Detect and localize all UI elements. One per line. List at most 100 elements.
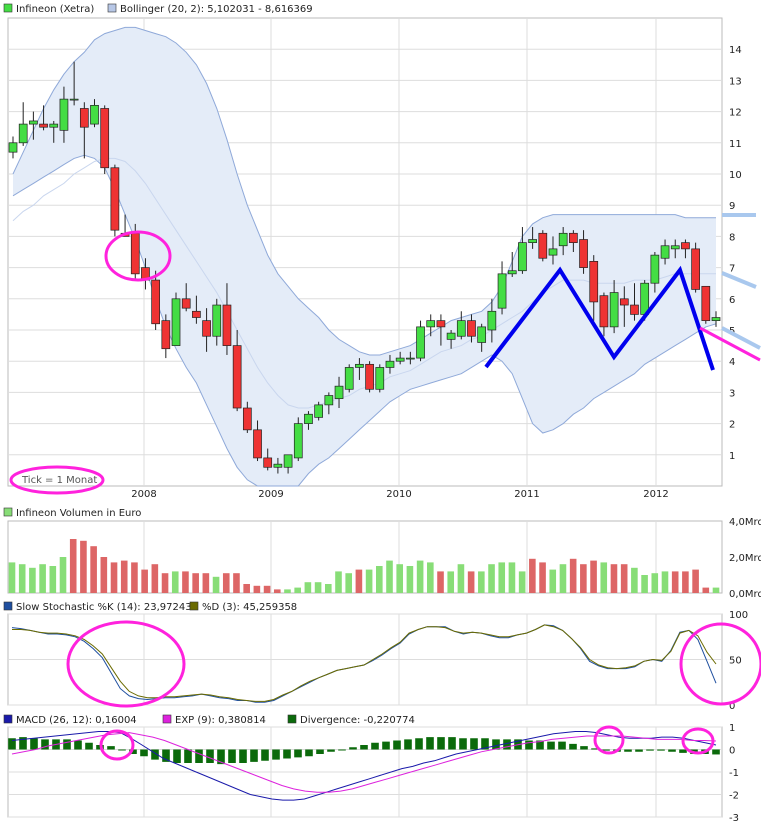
volume-legend: Infineon Volumen in Euro — [3, 507, 141, 519]
annotation-tick-note-oval — [9, 465, 105, 495]
volume-bar — [69, 539, 77, 593]
divergence-bar — [239, 749, 247, 763]
candle-body — [558, 232, 568, 247]
annotation-circle-macd-2012 — [681, 727, 715, 755]
volume-bar — [141, 569, 148, 593]
divergence-bar — [470, 738, 478, 750]
price-xtick-label: 2008 — [131, 489, 156, 500]
exp-line — [11, 732, 717, 793]
volume-bar — [294, 587, 301, 593]
candle-body — [59, 98, 69, 131]
candle-body — [293, 423, 303, 459]
volume-bar — [18, 564, 26, 593]
annotation-double-top-line — [484, 265, 715, 371]
divergence-bar — [228, 749, 236, 763]
volume-bar — [692, 569, 699, 593]
price-ytick-label: 1 — [729, 451, 735, 462]
divergence-bar — [371, 742, 379, 750]
candle-body — [446, 332, 456, 340]
candle-body — [660, 245, 670, 259]
candle-body — [405, 357, 415, 360]
stoch-d-line — [12, 624, 717, 702]
price-ytick-label: 4 — [729, 357, 735, 368]
candle-body — [579, 239, 588, 268]
candle-body — [416, 326, 425, 359]
candle-body — [90, 105, 99, 125]
volume-bar — [416, 560, 424, 593]
divergence-bar — [426, 737, 434, 750]
candle-body — [365, 363, 374, 390]
candle-body — [110, 167, 120, 231]
divergence-bar — [415, 738, 423, 750]
divergence-bar — [393, 740, 401, 750]
candle-body — [619, 298, 629, 306]
legend-divergence: Divergence: -0,220774 — [300, 715, 415, 726]
annotations: Tick = 1 Monat — [9, 213, 761, 761]
candle-body — [375, 367, 385, 390]
divergence-bar — [74, 740, 82, 750]
volume-bar — [661, 571, 669, 593]
volume-bar — [498, 562, 506, 593]
bollinger-upper-line — [12, 26, 716, 356]
bollinger-band-fill — [13, 27, 716, 487]
annotation-trend-line — [699, 326, 761, 362]
legend-symbol: Infineon (Xetra) — [16, 4, 94, 15]
divergence-bar — [382, 741, 390, 750]
divergence-bar — [85, 742, 93, 750]
candle-body — [69, 98, 79, 101]
price-ytick-label: 14 — [729, 45, 742, 56]
divergence-bar — [437, 737, 445, 750]
divergence-bar — [206, 749, 214, 763]
divergence-bar — [580, 746, 588, 750]
divergence-bar — [536, 740, 544, 750]
divergence-bar — [569, 743, 577, 750]
volume-bar — [120, 560, 128, 593]
candle-body — [334, 385, 344, 399]
divergence-bar — [349, 747, 357, 750]
divergence-bar — [525, 740, 533, 750]
candle-body — [222, 304, 232, 346]
volume-bar — [90, 546, 97, 593]
divergence-bar — [547, 741, 555, 750]
candle-body — [314, 404, 324, 418]
candle-body — [263, 457, 273, 468]
volume-bar — [273, 589, 281, 593]
volume-bar — [549, 569, 557, 593]
bollinger-lower-line — [12, 154, 717, 487]
divergence-bar — [173, 749, 181, 763]
divergence-bar — [657, 749, 665, 751]
candle-body — [548, 248, 558, 256]
volume-bar — [610, 564, 618, 593]
macd-ytick-label: -3 — [729, 813, 739, 824]
divergence-bar — [624, 749, 632, 752]
candle-body — [487, 310, 497, 331]
price-ytick-label: 7 — [729, 264, 735, 275]
divergence-bar — [591, 748, 599, 750]
volume-bar — [110, 562, 118, 593]
divergence-bar — [250, 749, 258, 762]
divergence-bar — [107, 746, 115, 750]
stoch-ytick-label: 50 — [729, 656, 742, 667]
candle-body — [528, 239, 537, 243]
candle-body — [711, 317, 721, 321]
volume-bar — [386, 560, 393, 593]
legend-volume: Infineon Volumen in Euro — [16, 508, 141, 519]
annotation-circle-stoch-2012 — [679, 622, 761, 706]
volume-bar — [202, 573, 210, 593]
volume-bar — [233, 573, 240, 593]
legend-macd: MACD (26, 12): 0,16004 — [16, 715, 137, 726]
candle-body — [630, 304, 639, 315]
volume-bar — [100, 557, 108, 593]
stoch-ytick-label: 0 — [729, 701, 735, 712]
candle-body — [181, 298, 191, 309]
annotation-mid-boll-ext — [721, 271, 757, 289]
volume-bar — [529, 558, 536, 593]
volume-ytick-label: 2,0Mrd — [729, 553, 761, 564]
price-ytick-label: 9 — [729, 201, 735, 212]
volume-bar — [314, 582, 322, 593]
volume-bar — [222, 573, 230, 593]
divergence-bar — [151, 749, 159, 760]
candle-body — [212, 304, 222, 337]
divergence-bar — [668, 749, 676, 752]
